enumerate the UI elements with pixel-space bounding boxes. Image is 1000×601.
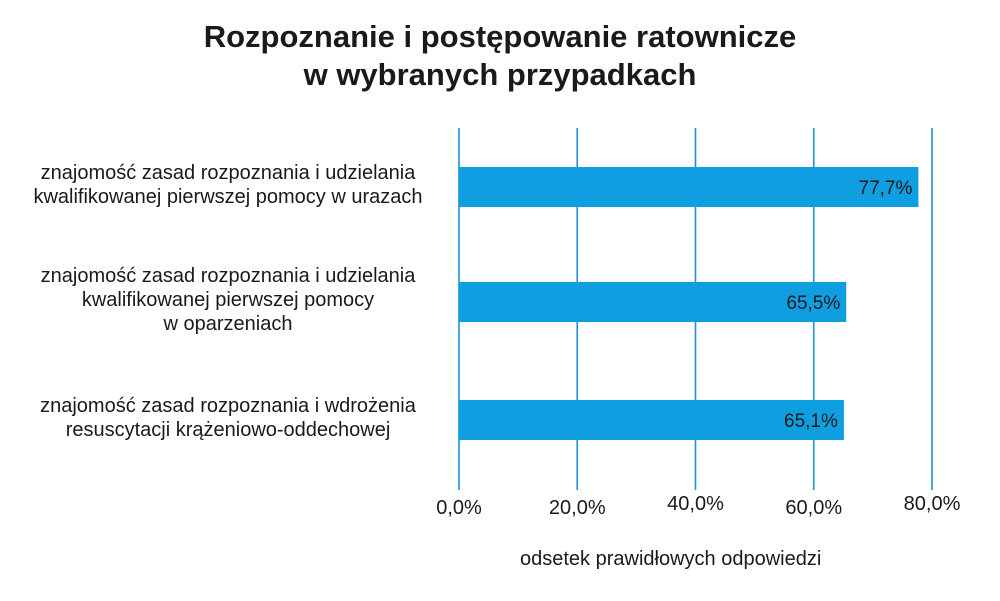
category-label-2-line-0: znajomość zasad rozpoznania i wdrożenia — [40, 395, 416, 417]
category-label-1-line-2: w oparzeniach — [163, 313, 293, 335]
category-label-1-line-0: znajomość zasad rozpoznania i udzielania — [40, 265, 416, 287]
x-tick-label-1: 20,0% — [549, 497, 606, 519]
category-label-1-line-1: kwalifikowanej pierwszej pomocy — [81, 289, 375, 311]
chart-title-line-2: w wybranych przypadkach — [303, 57, 697, 92]
category-label-2-line-1: resuscytacji krążeniowo-oddechowej — [65, 419, 391, 441]
x-tick-label-3: 60,0% — [785, 497, 842, 519]
data-label-0: 77,7% — [859, 178, 913, 199]
x-tick-label-4: 80,0% — [904, 493, 961, 515]
x-tick-label-2: 40,0% — [667, 493, 724, 515]
bar-2 — [459, 400, 844, 440]
category-label-1: znajomość zasad rozpoznania i udzielania… — [8, 264, 448, 336]
category-label-2: znajomość zasad rozpoznania i wdrożenia r… — [8, 394, 448, 442]
x-tick-label-0: 0,0% — [436, 497, 482, 519]
bar-0 — [459, 167, 919, 207]
data-label-1: 65,5% — [786, 293, 840, 314]
category-label-0-line-0: znajomość zasad rozpoznania i udzielania — [40, 162, 416, 184]
category-label-0: znajomość zasad rozpoznania i udzielania… — [8, 161, 448, 209]
data-label-2: 65,1% — [784, 411, 838, 432]
bar-1 — [459, 282, 847, 322]
x-axis-label: odsetek prawidłowych odpowiedzi — [520, 548, 822, 570]
chart-title-line-1: Rozpoznanie i postępowanie ratownicze — [203, 19, 797, 54]
chart-title: Rozpoznanie i postępowanie ratownicze w … — [0, 18, 1000, 94]
category-label-0-line-1: kwalifikowanej pierwszej pomocy w urazac… — [33, 186, 423, 208]
